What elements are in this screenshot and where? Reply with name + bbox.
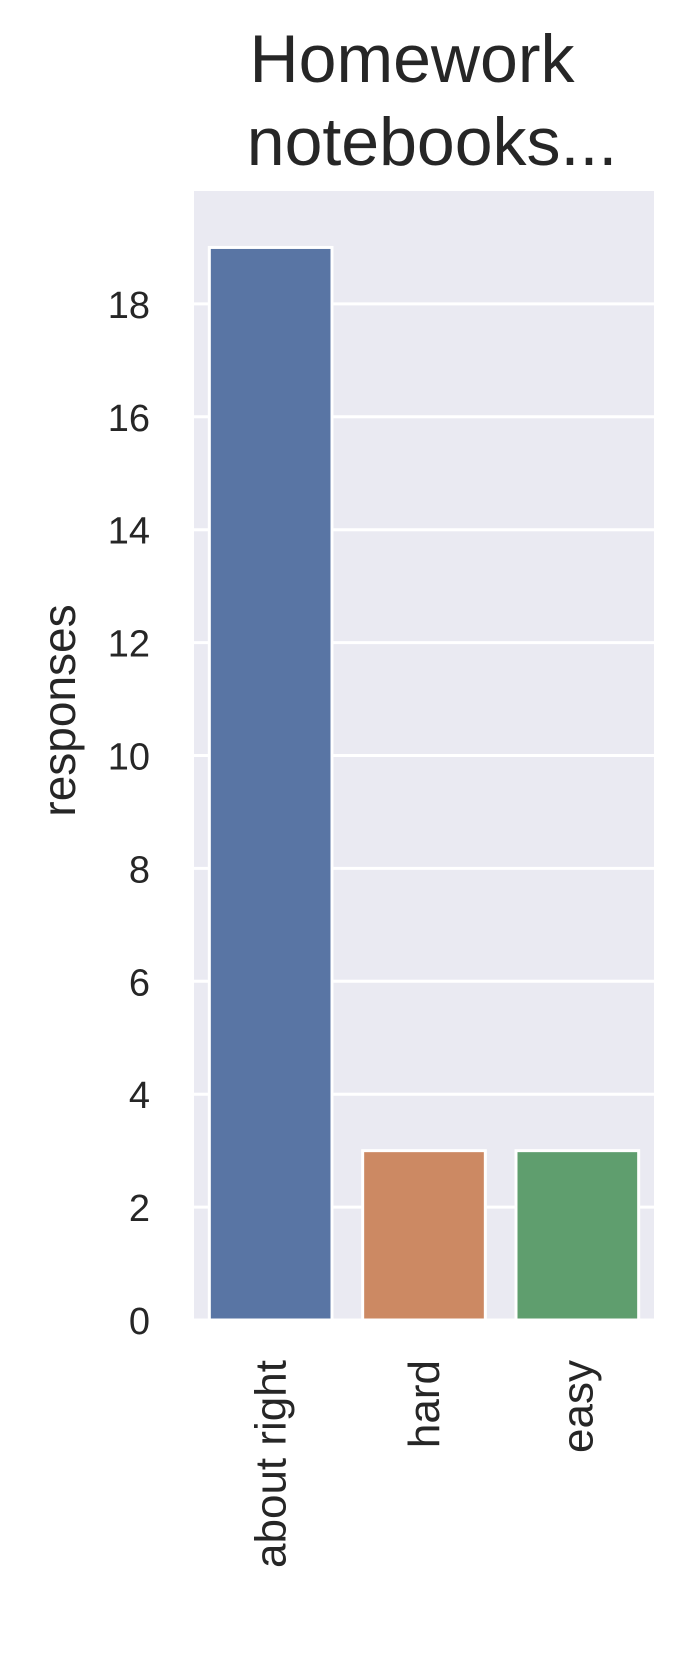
bars	[207, 245, 641, 1322]
y-tick-label: 4	[129, 1075, 150, 1117]
chart-title: Homework notebooks...	[247, 21, 617, 180]
y-tick-label: 10	[108, 737, 150, 779]
y-tick-label: 2	[129, 1188, 150, 1230]
y-axis-label: responses	[33, 604, 85, 816]
x-tick-label: about right	[247, 1360, 296, 1568]
x-tick-label: hard	[400, 1360, 449, 1448]
y-axis-ticks: 0 2 4 6 8 10 12 14 16 18	[108, 285, 150, 1343]
y-tick-label: 14	[108, 511, 150, 553]
y-tick-label: 16	[108, 398, 150, 440]
x-axis-ticks: about right hard easy	[247, 1360, 603, 1568]
y-tick-label: 6	[129, 962, 150, 1004]
x-tick-label: easy	[553, 1360, 602, 1453]
y-tick-label: 18	[108, 285, 150, 327]
y-tick-label: 0	[129, 1301, 150, 1343]
y-tick-label: 8	[129, 849, 150, 891]
bar-easy	[514, 1149, 641, 1322]
y-tick-label: 12	[108, 624, 150, 666]
bar-about-right	[207, 245, 334, 1322]
chart-title-line-2: notebooks...	[247, 104, 617, 180]
chart-title-line-1: Homework	[250, 21, 576, 97]
bar-hard	[361, 1149, 487, 1322]
